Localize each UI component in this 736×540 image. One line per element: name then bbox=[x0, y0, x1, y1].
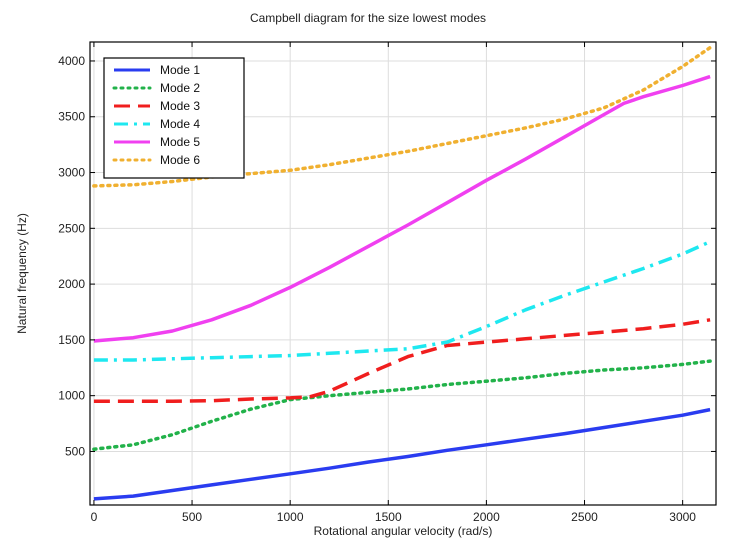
ticks: 0 500 1000 1500 2000 2500 3000 500 1000 1500 2000 2… bbox=[58, 42, 716, 524]
legend-label-mode-5: Mode 5 bbox=[160, 135, 200, 149]
series-line-mode-3 bbox=[93, 318, 711, 403]
x-tick-label: 3000 bbox=[669, 510, 696, 524]
legend-label-mode-2: Mode 2 bbox=[160, 81, 200, 95]
legend-box bbox=[103, 57, 245, 179]
y-tick-label: 1500 bbox=[58, 333, 85, 347]
y-tick-label: 1000 bbox=[58, 389, 85, 403]
y-tick-label: 3500 bbox=[58, 110, 85, 124]
series-line-mode-2 bbox=[92, 359, 712, 451]
y-axis-label: Natural frequency (Hz) bbox=[15, 213, 29, 334]
y-tick-label: 500 bbox=[65, 444, 85, 458]
x-axis-label: Rotational angular velocity (rad/s) bbox=[314, 524, 493, 538]
x-tick-label: 2500 bbox=[571, 510, 598, 524]
legend-label-mode-4: Mode 4 bbox=[160, 117, 200, 131]
legend: Mode 1 Mode 2 Mode 3 Mode 4 Mode 5 Mode 6 bbox=[103, 57, 245, 179]
legend-label-mode-1: Mode 1 bbox=[160, 63, 200, 77]
series-line-mode-5 bbox=[93, 74, 711, 343]
x-tick-label: 2000 bbox=[473, 510, 500, 524]
y-tick-label: 2500 bbox=[58, 221, 85, 235]
chart-title: Campbell diagram for the size lowest mod… bbox=[250, 11, 486, 25]
x-tick-label: 1500 bbox=[375, 510, 402, 524]
plot-frame bbox=[89, 41, 717, 506]
y-tick-label: 3000 bbox=[58, 166, 85, 180]
y-tick-label: 4000 bbox=[58, 54, 85, 68]
grid bbox=[90, 42, 716, 505]
legend-label-mode-3: Mode 3 bbox=[160, 99, 200, 113]
x-tick-label: 500 bbox=[182, 510, 202, 524]
y-tick-label: 2000 bbox=[58, 277, 85, 291]
legend-label-mode-6: Mode 6 bbox=[160, 153, 200, 167]
x-tick-label: 0 bbox=[91, 510, 98, 524]
series-line-mode-1 bbox=[93, 407, 711, 501]
x-tick-label: 1000 bbox=[277, 510, 304, 524]
series-line-mode-4 bbox=[93, 240, 711, 362]
